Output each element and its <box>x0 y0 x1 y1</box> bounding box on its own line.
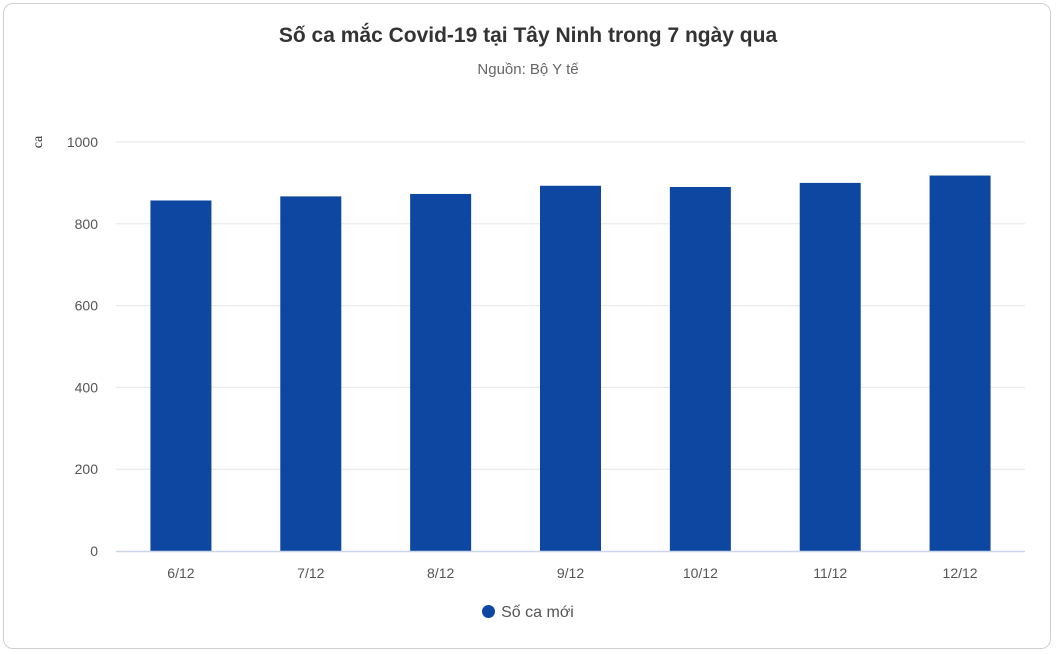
bar[interactable] <box>150 200 212 551</box>
x-tick-label: 6/12 <box>167 565 194 581</box>
y-tick-label: 0 <box>90 543 98 559</box>
x-tick-label: 9/12 <box>557 565 584 581</box>
x-tick-label: 10/12 <box>683 565 718 581</box>
x-tick-label: 7/12 <box>297 565 324 581</box>
chart-subtitle: Nguồn: Bộ Y tế <box>477 61 579 78</box>
bar[interactable] <box>669 186 731 552</box>
y-axis-title: ca <box>31 135 46 148</box>
legend-label: Số ca mới <box>501 604 574 621</box>
bar[interactable] <box>540 185 601 551</box>
y-tick-label: 600 <box>75 298 99 314</box>
y-tick-label: 800 <box>75 216 99 232</box>
bar[interactable] <box>280 196 342 551</box>
y-tick-label: 400 <box>75 379 99 395</box>
x-tick-label: 8/12 <box>427 565 454 581</box>
chart-title: Số ca mắc Covid-19 tại Tây Ninh trong 7 … <box>278 24 778 47</box>
y-tick-label: 200 <box>75 461 99 477</box>
y-tick-label: 1000 <box>67 134 98 150</box>
bar[interactable] <box>799 182 861 551</box>
legend-marker <box>482 605 496 618</box>
x-tick-label: 11/12 <box>813 565 847 581</box>
bar[interactable] <box>410 193 472 551</box>
legend[interactable]: Số ca mới <box>0 604 1056 622</box>
x-tick-label: 12/12 <box>943 565 978 581</box>
bar[interactable] <box>929 175 991 551</box>
